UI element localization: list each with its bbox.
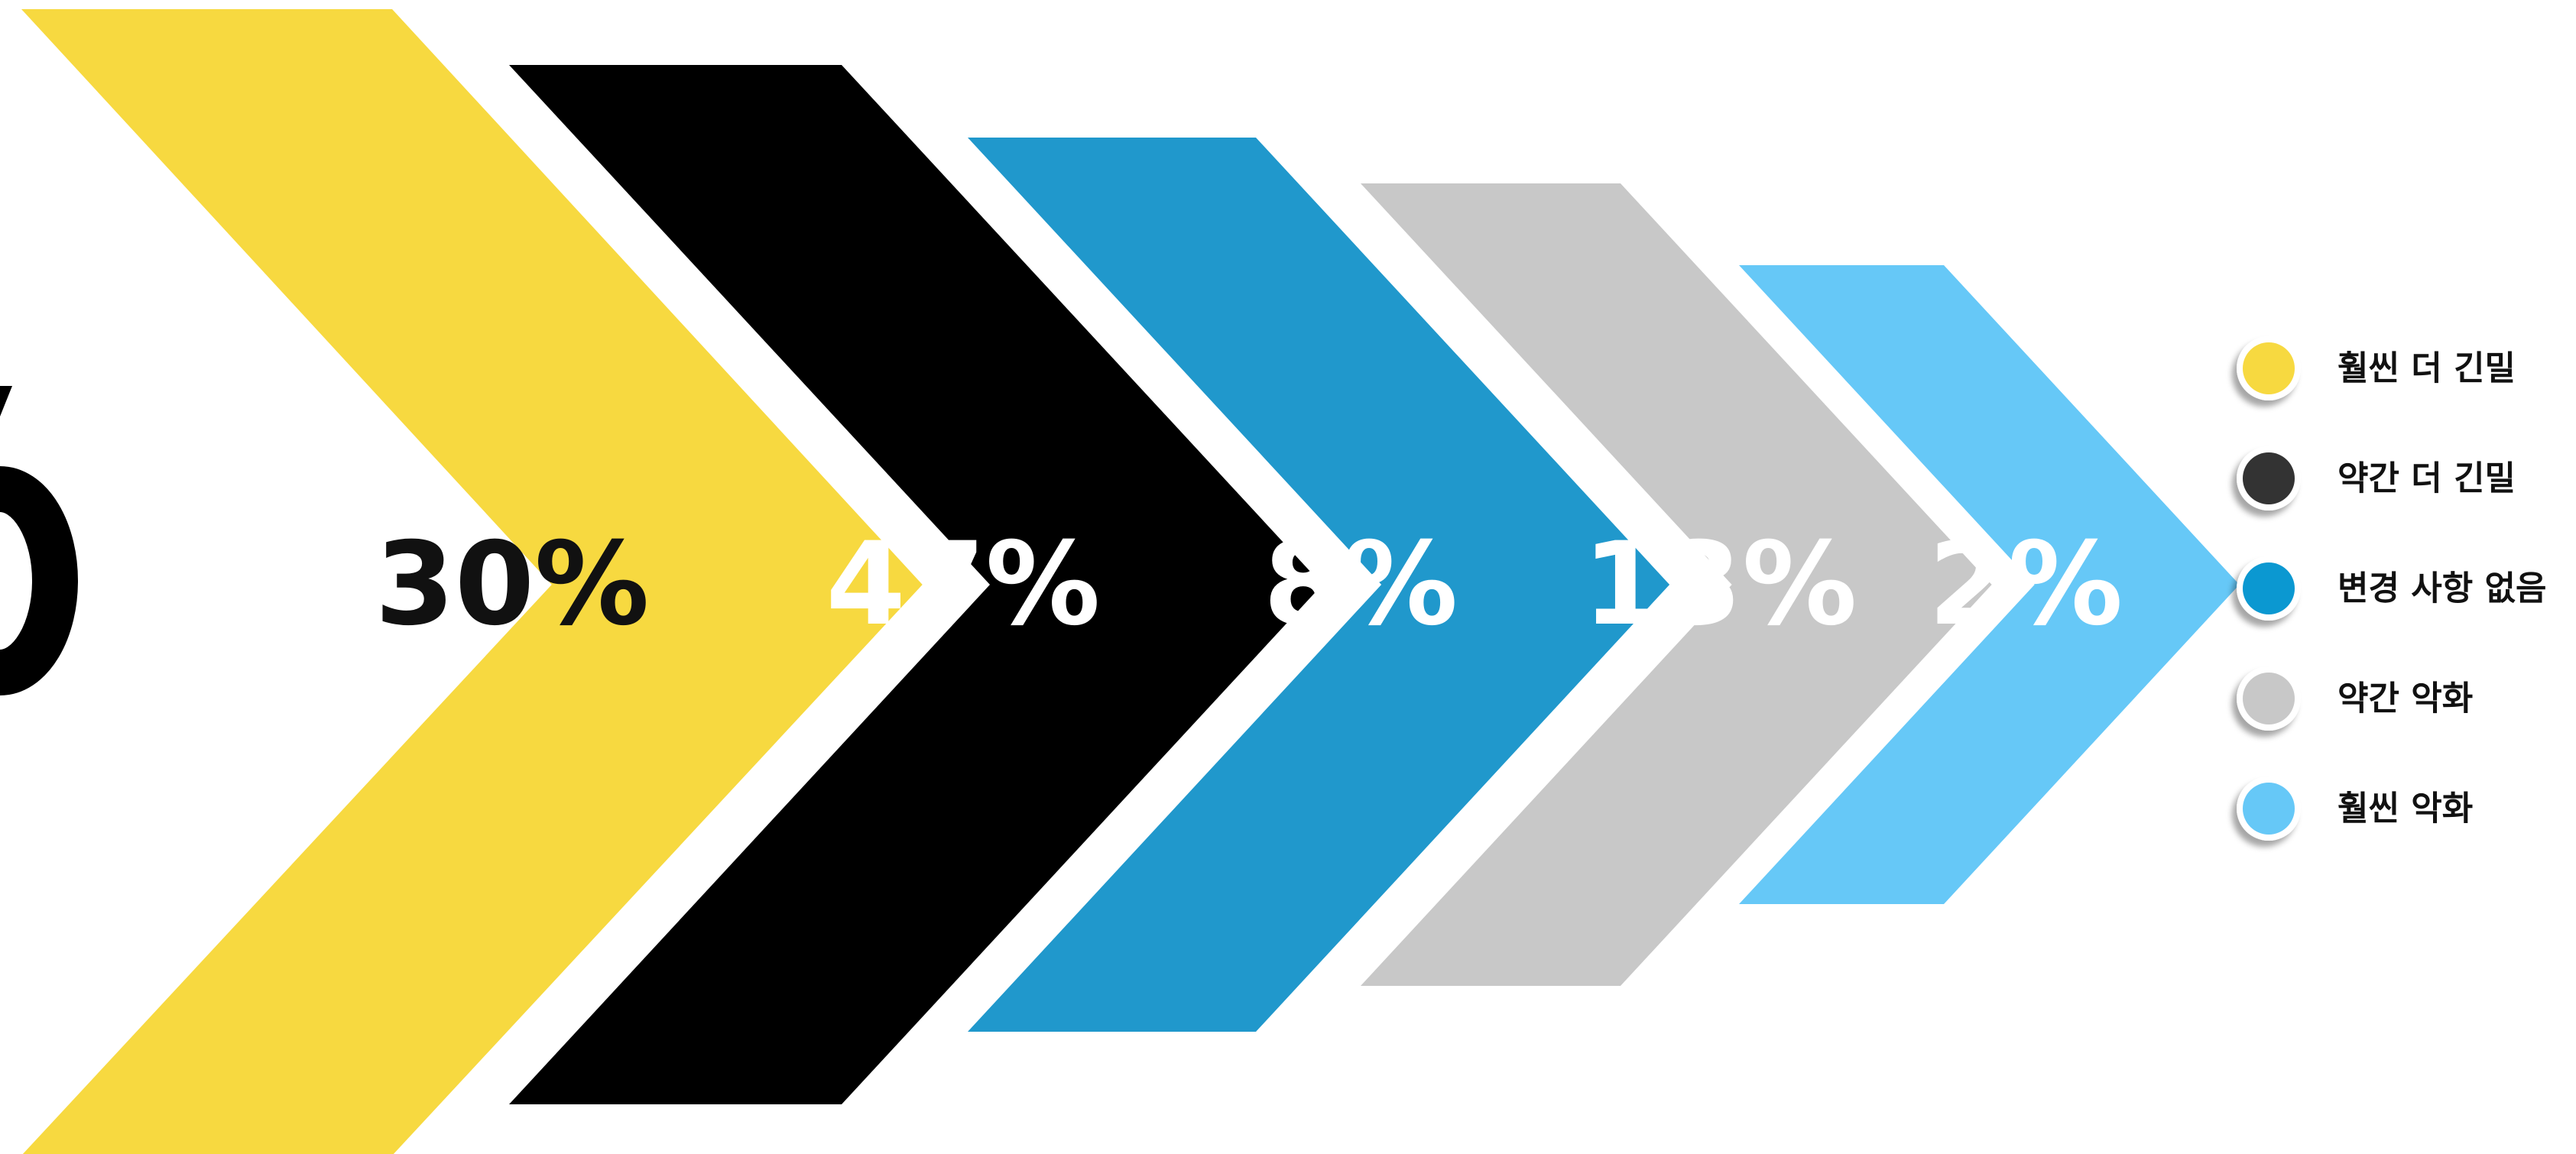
legend-dot: [2243, 673, 2295, 724]
chevron-4: [1361, 183, 1992, 986]
chevron-2: [509, 65, 1322, 1104]
legend-item-2: 약간 더 긴밀: [2237, 446, 2516, 511]
chevrons-group: [21, 9, 2240, 1154]
chevron-value-label-4: 13%: [1582, 518, 1857, 651]
legend-label: 훨씬 더 긴밀: [2338, 349, 2516, 388]
legend-item-5: 훨씬 악화: [2237, 776, 2473, 841]
chevron-value-label-3: 8%: [1264, 518, 1458, 651]
chevron-value-label-5: 2%: [1929, 518, 2123, 651]
legend-dot: [2243, 342, 2295, 394]
chevron-value-label-1: 30%: [375, 518, 649, 651]
legend-label: 훨씬 악화: [2338, 789, 2473, 828]
legend-dot: [2243, 452, 2295, 504]
legend-label: 약간 더 긴밀: [2338, 459, 2516, 498]
legend-item-1: 훨씬 더 긴밀: [2237, 336, 2516, 400]
chevron-value-label-2: 47%: [826, 518, 1100, 651]
chevron-3: [968, 138, 1670, 1032]
cropped-glyph: [0, 386, 78, 695]
legend-dot: [2243, 783, 2295, 835]
legend-dot: [2243, 562, 2295, 614]
chevron-1: [21, 9, 923, 1154]
legend-label: 약간 악화: [2338, 679, 2473, 718]
chevron-labels-group: 30% 47% 8% 13% 2%: [375, 518, 2123, 651]
chevron-5: [1739, 265, 2240, 904]
legend-label: 변경 사항 없음: [2338, 569, 2547, 608]
legend-item-4: 약간 악화: [2237, 666, 2473, 731]
legend-item-3: 변경 사항 없음: [2237, 556, 2547, 621]
